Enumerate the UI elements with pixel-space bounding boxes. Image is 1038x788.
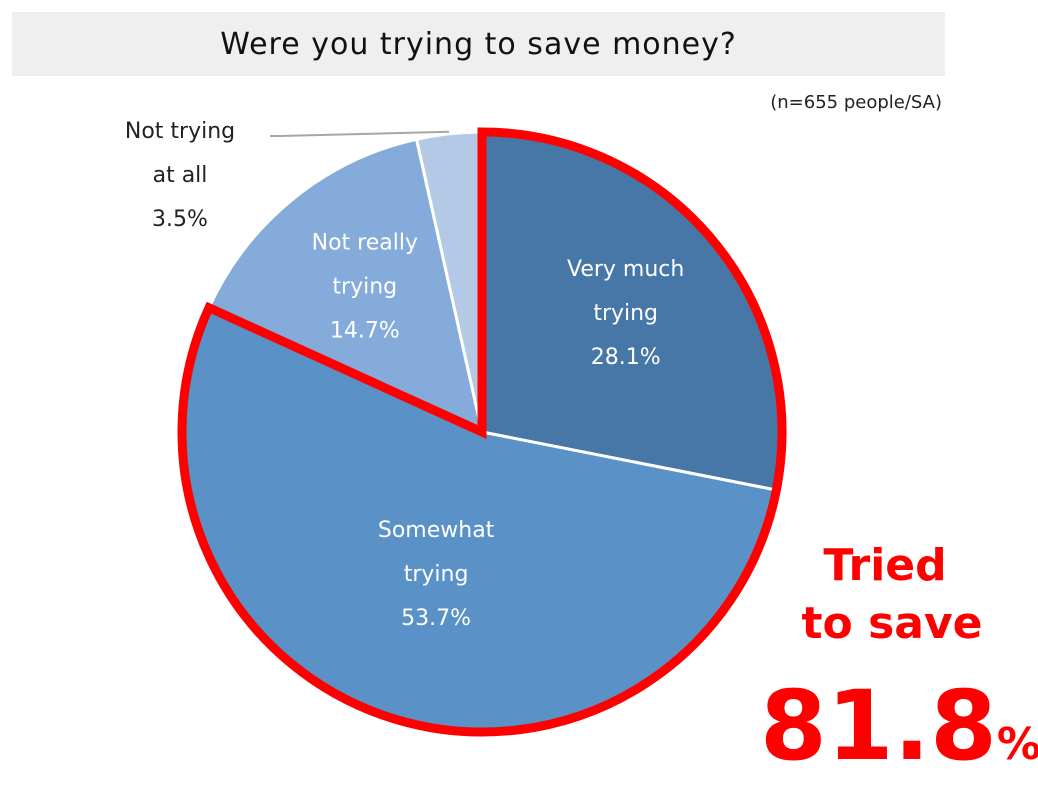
slice-value-label-3: 3.5%	[152, 207, 208, 232]
callout-line-2: to save	[801, 598, 983, 649]
callout-line-1: Tried	[823, 540, 947, 591]
slice-label-1-line-1: trying	[404, 562, 469, 587]
slice-label-3-line-1: at all	[153, 163, 208, 188]
slice-label-2-line-1: trying	[332, 275, 397, 300]
slice-value-label-1: 53.7%	[401, 606, 471, 631]
callout-total: 81.8%	[760, 670, 1038, 782]
highlight-outline	[177, 127, 787, 737]
slice-value-label-0: 28.1%	[591, 345, 661, 370]
callout-number: 81.8	[760, 670, 997, 782]
slice-label-0-line-0: Very much	[567, 257, 684, 282]
chart-title: Were you trying to save money?	[220, 26, 737, 62]
chart-title-bar: Were you trying to save money?	[12, 12, 945, 76]
slice-label-2-line-0: Not really	[312, 231, 418, 256]
slice-value-label-2: 14.7%	[330, 319, 400, 344]
slice-label-0-line-1: trying	[593, 301, 658, 326]
leader-line-3	[270, 130, 450, 137]
slice-label-1-line-0: Somewhat	[378, 518, 495, 543]
slice-label-3-line-0: Not trying	[125, 119, 235, 144]
sample-size-note: (n=655 people/SA)	[770, 92, 942, 113]
callout-unit: %	[996, 719, 1038, 770]
pie-slice-2	[206, 137, 485, 435]
